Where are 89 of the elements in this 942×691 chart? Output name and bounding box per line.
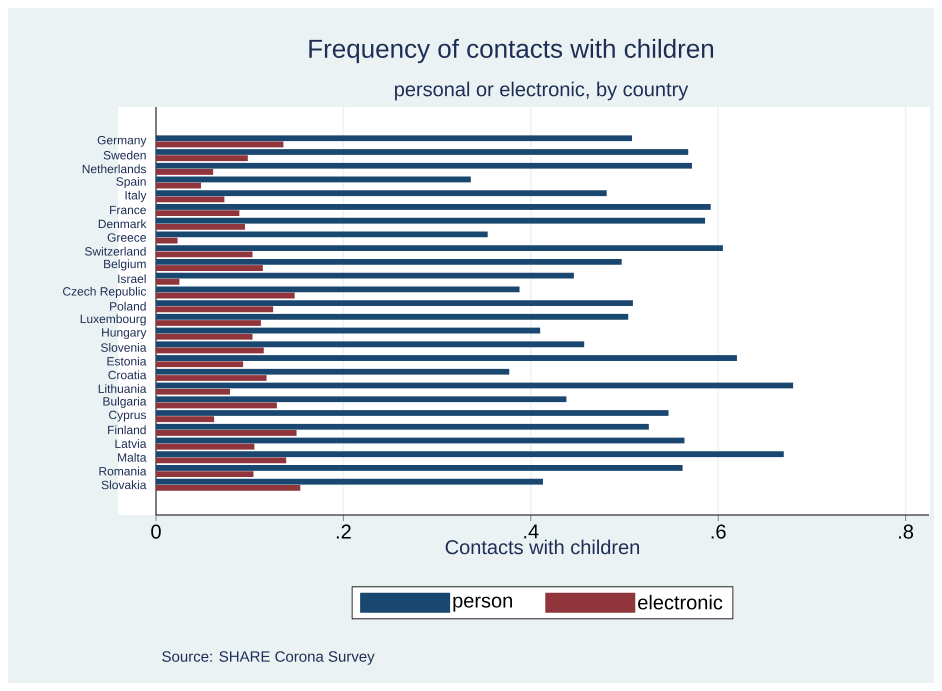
bar xyxy=(156,292,295,298)
y-tick-label: Denmark xyxy=(98,219,146,228)
bar xyxy=(156,149,688,155)
bar xyxy=(156,245,723,252)
x-tick-label: .8 xyxy=(899,524,914,539)
bar xyxy=(156,210,240,216)
bar xyxy=(156,232,488,238)
bar xyxy=(156,272,574,279)
bar xyxy=(156,218,706,224)
bar xyxy=(156,278,180,285)
bar xyxy=(156,355,737,361)
y-tick-label: Switzerland xyxy=(84,246,146,256)
bar xyxy=(156,176,471,182)
y-tick-label: France xyxy=(110,206,146,214)
bar xyxy=(156,314,628,320)
bar xyxy=(156,458,286,464)
bar xyxy=(156,142,284,148)
y-tick-label: Romania xyxy=(99,466,146,476)
bar xyxy=(156,375,267,381)
bar xyxy=(156,135,632,142)
bar xyxy=(156,471,254,478)
bar xyxy=(156,300,633,306)
y-tick-label: Belgium xyxy=(104,259,146,271)
bar xyxy=(156,162,692,169)
bar xyxy=(156,382,794,388)
legend-label: person xyxy=(453,596,512,612)
bar xyxy=(156,402,277,408)
bar xyxy=(156,320,261,326)
bar xyxy=(156,438,684,444)
bar xyxy=(156,484,300,491)
bar xyxy=(156,251,253,258)
bar xyxy=(156,182,201,189)
bar xyxy=(156,451,784,458)
x-tick-label: 0 xyxy=(151,524,161,539)
bar xyxy=(156,478,543,485)
y-tick-label: Germany xyxy=(98,136,146,147)
y-tick-label: Israel xyxy=(118,274,146,284)
y-tick-label: Finland xyxy=(108,425,146,434)
bar xyxy=(156,410,669,416)
bar xyxy=(156,258,622,265)
y-tick-label: Sweden xyxy=(104,150,146,160)
y-tick-label: Czech Republic xyxy=(63,286,146,298)
bar xyxy=(156,196,224,202)
y-tick-label: Poland xyxy=(110,302,146,311)
y-tick-label: Croatia xyxy=(108,370,146,380)
y-tick-label: Malta xyxy=(118,452,146,462)
y-tick-label: Netherlands xyxy=(82,164,146,174)
bar xyxy=(156,306,274,312)
bar xyxy=(156,328,540,334)
y-tick-label: Italy xyxy=(126,190,146,202)
bar xyxy=(156,416,214,422)
legend-label: electronic xyxy=(638,594,722,610)
bar xyxy=(156,348,264,354)
y-tick-label: Slovakia xyxy=(102,480,146,490)
bar xyxy=(156,430,297,436)
bar xyxy=(156,190,607,196)
y-tick-label: Slovenia xyxy=(100,343,146,352)
bar xyxy=(156,224,246,230)
y-tick-label: Estonia xyxy=(107,356,146,366)
bar xyxy=(156,286,520,292)
x-axis-title: Contacts with children xyxy=(446,540,639,554)
bar xyxy=(156,341,584,348)
bar xyxy=(156,361,244,368)
x-tick-label: .2 xyxy=(336,524,351,539)
source-note: Source: SHARE Corona Survey xyxy=(162,651,375,665)
bar xyxy=(156,238,178,244)
y-tick-label: Cyprus xyxy=(109,410,146,422)
bar xyxy=(156,396,566,402)
bar xyxy=(156,155,248,162)
chart-title: Frequency of contacts with children xyxy=(309,38,714,64)
y-tick-label: Lithuania xyxy=(98,384,146,394)
y-tick-label: Spain xyxy=(116,176,146,188)
bar xyxy=(156,388,230,395)
y-tick-label: Luxembourg xyxy=(80,314,146,326)
bar xyxy=(156,334,253,340)
bar xyxy=(156,169,214,175)
y-tick-label: Hungary xyxy=(102,328,146,340)
chart-subtitle: personal or electronic, by country xyxy=(394,82,688,100)
y-tick-label: Greece xyxy=(108,233,146,242)
bar xyxy=(156,368,510,375)
bar xyxy=(156,444,254,450)
bar xyxy=(156,465,683,471)
y-tick-label: Bulgaria xyxy=(103,396,146,408)
x-tick-label: .6 xyxy=(712,524,726,539)
bar xyxy=(156,204,711,210)
x-tick-label: .4 xyxy=(524,524,539,538)
y-tick-label: Latvia xyxy=(115,439,146,448)
bar xyxy=(156,424,649,430)
bar xyxy=(156,265,263,271)
